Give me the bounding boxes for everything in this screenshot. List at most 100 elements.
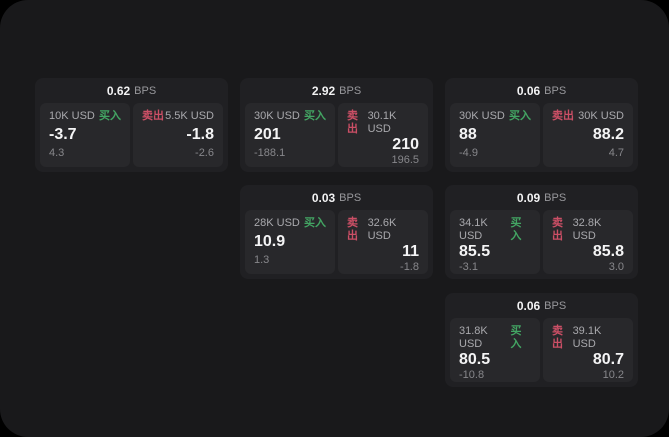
buy-sub-value: -188.1 [254, 147, 286, 159]
buy-price: 88 [459, 126, 477, 143]
quote-card: 0.03 BPS 28K USD 买入 10.9 1.3 卖出 32.6K US… [240, 185, 433, 279]
bps-unit-label: BPS [544, 191, 567, 204]
bps-unit-label: BPS [134, 84, 157, 97]
sell-header-row: 卖出 39.1K USD [552, 325, 624, 351]
sell-panel[interactable]: 卖出 39.1K USD 80.7 10.2 [543, 318, 633, 382]
buy-amount: 30K USD [254, 110, 300, 122]
buy-price: -3.7 [49, 126, 77, 143]
sell-sub-value: -2.6 [195, 147, 214, 159]
sell-panel[interactable]: 卖出 32.8K USD 85.8 3.0 [543, 210, 633, 274]
bps-unit-label: BPS [544, 299, 567, 312]
bps-value: 0.62 [106, 83, 131, 98]
sell-price: 210 [392, 136, 419, 153]
sell-sub-value: 3.0 [608, 261, 624, 273]
sell-side-label: 卖出 [552, 325, 563, 350]
buy-sub-value: 1.3 [254, 254, 270, 266]
quote-card: 0.09 BPS 34.1K USD 买入 85.5 -3.1 卖出 32.8K… [445, 185, 638, 279]
buy-header-row: 30K USD 买入 [459, 110, 531, 123]
sell-panel[interactable]: 卖出 5.5K USD -1.8 -2.6 [133, 103, 223, 167]
bps-value: 0.06 [516, 83, 541, 98]
quote-card: 2.92 BPS 30K USD 买入 201 -188.1 卖出 30.1K … [240, 78, 433, 172]
buy-price: 80.5 [459, 351, 491, 368]
bps-unit-label: BPS [339, 84, 362, 97]
sell-side-label: 卖出 [552, 217, 563, 242]
sell-header-row: 卖出 32.8K USD [552, 217, 624, 243]
sell-amount: 30K USD [578, 110, 624, 122]
sell-price: 85.8 [592, 243, 624, 260]
sell-amount: 39.1K USD [572, 325, 602, 350]
sell-header-row: 卖出 30K USD [552, 110, 624, 123]
bps-value: 0.09 [516, 190, 541, 205]
sell-price: 88.2 [592, 126, 624, 143]
card-body: 34.1K USD 买入 85.5 -3.1 卖出 32.8K USD 85.8… [445, 210, 638, 274]
sell-panel[interactable]: 卖出 30.1K USD 210 196.5 [338, 103, 428, 167]
buy-amount: 31.8K USD [459, 325, 488, 350]
buy-sub-value: -4.9 [459, 147, 478, 159]
buy-panel[interactable]: 28K USD 买入 10.9 1.3 [245, 210, 335, 274]
buy-header-row: 31.8K USD 买入 [459, 325, 531, 351]
buy-side-label: 买入 [510, 325, 522, 350]
buy-price: 10.9 [254, 233, 286, 250]
buy-panel[interactable]: 10K USD 买入 -3.7 4.3 [40, 103, 130, 167]
buy-panel[interactable]: 34.1K USD 买入 85.5 -3.1 [450, 210, 540, 274]
bps-value: 0.06 [516, 298, 541, 313]
buy-side-label: 买入 [304, 110, 326, 122]
card-body: 28K USD 买入 10.9 1.3 卖出 32.6K USD 11 -1.8 [240, 210, 433, 274]
bps-value: 0.03 [311, 190, 336, 205]
buy-side-label: 买入 [99, 110, 121, 122]
sell-side-label: 卖出 [347, 110, 358, 135]
bps-value: 2.92 [311, 83, 336, 98]
card-header: 0.06 BPS [445, 293, 638, 318]
buy-header-row: 34.1K USD 买入 [459, 217, 531, 243]
card-header: 2.92 BPS [240, 78, 433, 103]
buy-header-row: 10K USD 买入 [49, 110, 121, 123]
sell-side-label: 卖出 [347, 217, 358, 242]
buy-side-label: 买入 [304, 217, 326, 229]
sell-sub-value: 4.7 [608, 147, 624, 159]
sell-price: 11 [402, 243, 419, 260]
card-body: 10K USD 买入 -3.7 4.3 卖出 5.5K USD -1.8 -2.… [35, 103, 228, 167]
quote-card: 0.06 BPS 31.8K USD 买入 80.5 -10.8 卖出 39.1… [445, 293, 638, 387]
buy-amount: 28K USD [254, 217, 300, 229]
sell-panel[interactable]: 卖出 30K USD 88.2 4.7 [543, 103, 633, 167]
bps-unit-label: BPS [544, 84, 567, 97]
buy-amount: 30K USD [459, 110, 505, 122]
buy-side-label: 买入 [509, 110, 531, 122]
sell-sub-value: 10.2 [602, 369, 624, 381]
card-header: 0.09 BPS [445, 185, 638, 210]
quote-card: 0.06 BPS 30K USD 买入 88 -4.9 卖出 30K USD 8… [445, 78, 638, 172]
card-header: 0.62 BPS [35, 78, 228, 103]
quote-card: 0.62 BPS 10K USD 买入 -3.7 4.3 卖出 5.5K USD… [35, 78, 228, 172]
sell-amount: 32.8K USD [572, 217, 602, 242]
sell-amount: 5.5K USD [165, 110, 214, 122]
card-body: 30K USD 买入 88 -4.9 卖出 30K USD 88.2 4.7 [445, 103, 638, 167]
buy-panel[interactable]: 30K USD 买入 88 -4.9 [450, 103, 540, 167]
sell-header-row: 卖出 5.5K USD [142, 110, 214, 123]
buy-panel[interactable]: 30K USD 买入 201 -188.1 [245, 103, 335, 167]
card-header: 0.06 BPS [445, 78, 638, 103]
sell-sub-value: -1.8 [400, 261, 419, 273]
buy-side-label: 买入 [510, 217, 522, 242]
buy-header-row: 30K USD 买入 [254, 110, 326, 123]
sell-panel[interactable]: 卖出 32.6K USD 11 -1.8 [338, 210, 428, 274]
buy-sub-value: -10.8 [459, 369, 485, 381]
buy-header-row: 28K USD 买入 [254, 217, 326, 230]
buy-panel[interactable]: 31.8K USD 买入 80.5 -10.8 [450, 318, 540, 382]
buy-sub-value: 4.3 [49, 147, 65, 159]
sell-side-label: 卖出 [552, 110, 574, 122]
buy-amount: 10K USD [49, 110, 95, 122]
buy-sub-value: -3.1 [459, 261, 478, 273]
sell-header-row: 卖出 32.6K USD [347, 217, 419, 243]
buy-amount: 34.1K USD [459, 217, 488, 242]
sell-sub-value: 196.5 [391, 154, 419, 166]
sell-header-row: 卖出 30.1K USD [347, 110, 419, 136]
bps-unit-label: BPS [339, 191, 362, 204]
sell-price: 80.7 [592, 351, 624, 368]
card-body: 31.8K USD 买入 80.5 -10.8 卖出 39.1K USD 80.… [445, 318, 638, 382]
buy-price: 85.5 [459, 243, 491, 260]
buy-price: 201 [254, 126, 281, 143]
sell-side-label: 卖出 [142, 110, 164, 122]
sell-price: -1.8 [186, 126, 214, 143]
sell-amount: 32.6K USD [367, 217, 397, 242]
